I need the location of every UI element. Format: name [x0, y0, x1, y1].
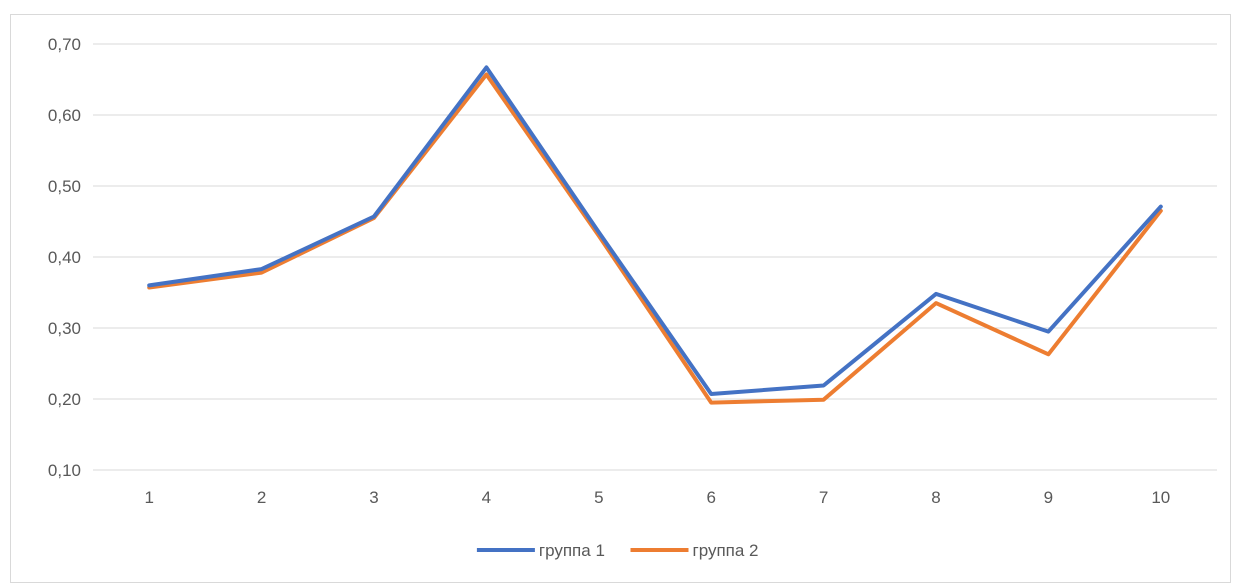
x-tick-label: 7: [819, 488, 828, 507]
x-tick-label: 1: [144, 488, 153, 507]
y-tick-label: 0,40: [48, 248, 81, 267]
series-line-2: [147, 72, 1163, 405]
gridlines: [93, 43, 1217, 471]
chart-area: 0,10 0,20 0,30 0,40 0,50 0,60 0,70 1 2 3 4 5 6 7 8 9 10…: [10, 14, 1231, 583]
x-tick-label: 8: [931, 488, 940, 507]
x-tick-label: 2: [257, 488, 266, 507]
x-tick-label: 3: [369, 488, 378, 507]
series-lines: [147, 65, 1163, 405]
x-tick-label: 5: [594, 488, 603, 507]
y-tick-label: 0,50: [48, 177, 81, 196]
x-tick-label: 6: [706, 488, 715, 507]
x-tick-label: 4: [482, 488, 491, 507]
y-tick-label: 0,70: [48, 35, 81, 54]
legend-label: группа 1: [539, 541, 605, 560]
y-tick-label: 0,20: [48, 390, 81, 409]
legend: группа 1 группа 2: [476, 541, 759, 560]
y-tick-label: 0,30: [48, 319, 81, 338]
x-axis-tick-labels: 1 2 3 4 5 6 7 8 9 10: [144, 488, 1170, 507]
y-tick-label: 0,60: [48, 106, 81, 125]
y-tick-label: 0,10: [48, 461, 81, 480]
y-axis-tick-labels: 0,10 0,20 0,30 0,40 0,50 0,60 0,70: [48, 35, 81, 480]
line-chart: 0,10 0,20 0,30 0,40 0,50 0,60 0,70 1 2 3 4 5 6 7 8 9 10…: [48, 35, 1217, 560]
legend-label: группа 2: [693, 541, 759, 560]
series-line-1: [147, 65, 1163, 396]
x-tick-label: 9: [1044, 488, 1053, 507]
x-tick-label: 10: [1151, 488, 1170, 507]
